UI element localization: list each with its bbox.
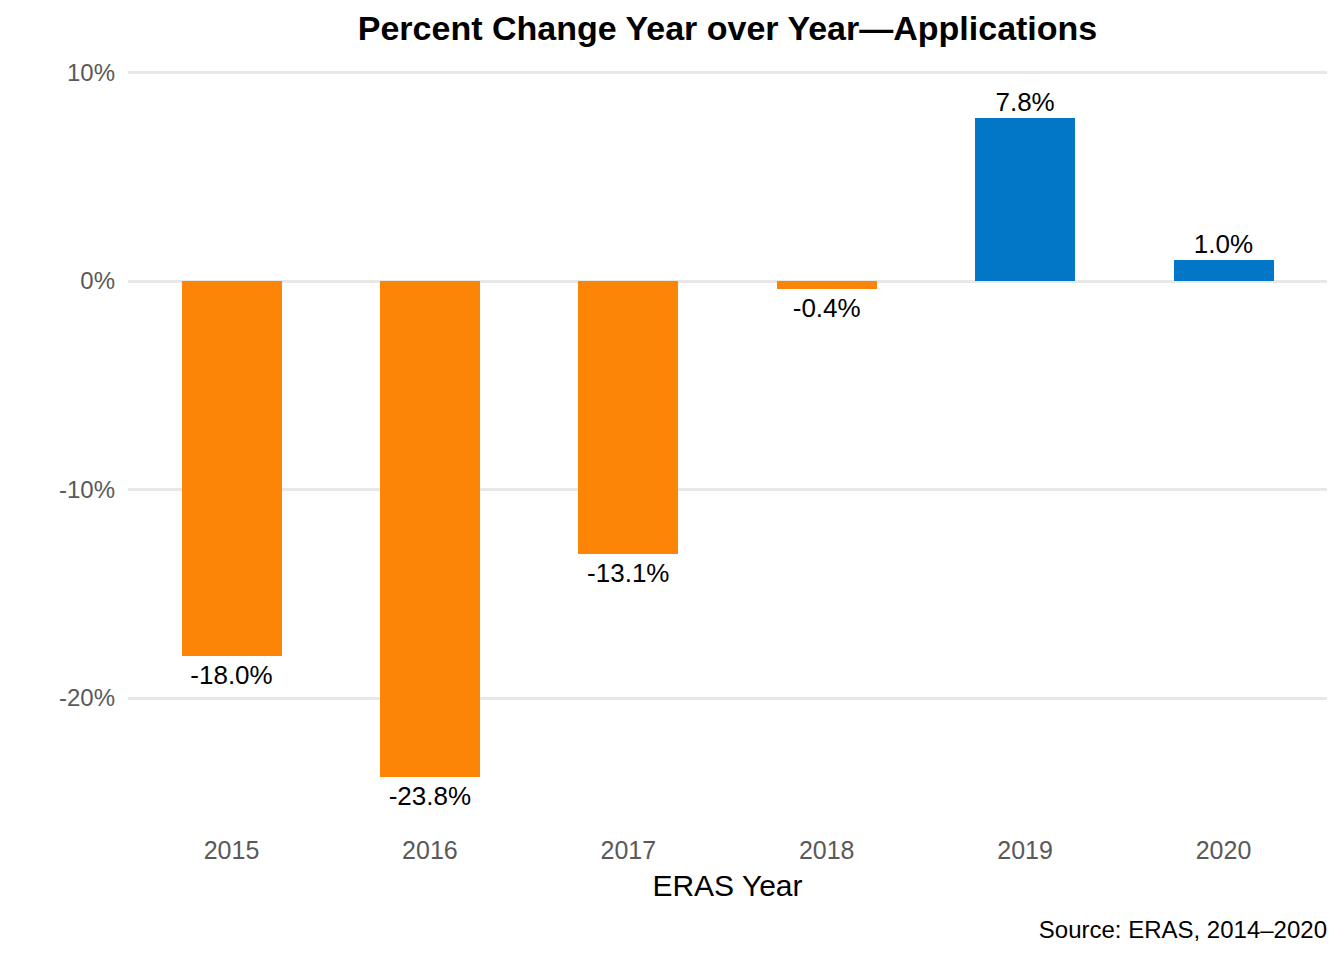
gridline-10 — [128, 71, 1327, 74]
bar-2017 — [578, 281, 678, 554]
x-tick-label-2018: 2018 — [727, 836, 927, 865]
bar-2020 — [1174, 260, 1274, 281]
y-tick-label-10: 10% — [0, 59, 115, 87]
x-axis-title: ERAS Year — [128, 869, 1327, 903]
value-label-2020: 1.0% — [1124, 229, 1324, 259]
source-note: Source: ERAS, 2014–2020 — [1039, 916, 1327, 944]
x-tick-label-2015: 2015 — [132, 836, 332, 865]
x-tick-label-2019: 2019 — [925, 836, 1125, 865]
gridline--20 — [128, 697, 1327, 700]
value-label-2017: -13.1% — [528, 558, 728, 588]
bar-2018 — [777, 281, 877, 289]
bar-chart: Percent Change Year over Year—Applicatio… — [0, 0, 1344, 960]
value-label-2016: -23.8% — [330, 781, 530, 811]
chart-title: Percent Change Year over Year—Applicatio… — [128, 9, 1327, 48]
bar-2019 — [975, 118, 1075, 281]
y-tick-label--20: -20% — [0, 684, 115, 712]
value-label-2019: 7.8% — [925, 87, 1125, 117]
x-tick-label-2016: 2016 — [330, 836, 530, 865]
gridline-0 — [128, 280, 1327, 283]
bar-2016 — [380, 281, 480, 777]
value-label-2018: -0.4% — [727, 293, 927, 323]
x-tick-label-2020: 2020 — [1124, 836, 1324, 865]
y-tick-label-0: 0% — [0, 267, 115, 295]
value-label-2015: -18.0% — [132, 660, 332, 690]
y-tick-label--10: -10% — [0, 476, 115, 504]
gridline--10 — [128, 488, 1327, 491]
bar-2015 — [182, 281, 282, 656]
x-tick-label-2017: 2017 — [528, 836, 728, 865]
